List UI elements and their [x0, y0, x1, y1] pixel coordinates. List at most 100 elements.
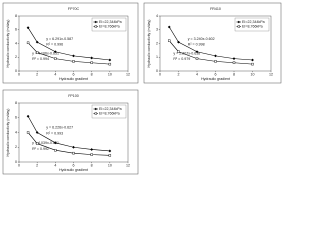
x-tick-label: 2 — [36, 72, 38, 76]
point — [214, 54, 217, 58]
y-tick-label: 4 — [15, 41, 17, 45]
annotation: R² = 0.994 — [32, 57, 49, 61]
x-tick-label: 8 — [91, 72, 93, 76]
x-tick-label: 8 — [233, 72, 235, 76]
annotation: y = 4.039x-0.661 — [32, 141, 59, 145]
chart-title: FP100 — [68, 94, 79, 98]
point — [35, 40, 39, 44]
point — [26, 41, 30, 45]
legend-box — [91, 104, 127, 119]
legend-marker — [94, 112, 97, 115]
point — [251, 58, 254, 62]
y-tick-label: 3 — [156, 28, 158, 32]
point — [72, 60, 75, 63]
legend-box — [234, 17, 270, 32]
point — [90, 153, 93, 156]
annotation: y = 6.291x-0.587 — [46, 37, 73, 41]
point — [177, 40, 180, 44]
x-axis-label: Hydraulic gradient — [59, 168, 88, 172]
panel-frame — [143, 2, 282, 84]
y-tick-label: 6 — [15, 116, 17, 120]
legend-label: EI=8,766kPa — [99, 111, 120, 115]
y-tick-label: 8 — [15, 101, 17, 105]
x-tick-label: 0 — [159, 72, 161, 76]
point — [35, 142, 39, 145]
y-axis-label: Hydraulic conductivity (m/day) — [147, 20, 151, 68]
legend-marker — [237, 25, 240, 28]
point — [53, 141, 57, 145]
annotation: R² = 0.979 — [173, 57, 190, 61]
point — [35, 131, 39, 134]
x-tick-label: 10 — [108, 163, 112, 167]
point — [54, 57, 57, 60]
point — [72, 54, 75, 58]
annotation: R² = 0.993 — [46, 132, 63, 136]
legend-label: EI=8,766kPa — [99, 24, 120, 28]
legend-marker — [94, 20, 97, 24]
point — [251, 62, 254, 66]
chart-title: FR410 — [210, 7, 221, 11]
x-tick-label: 6 — [73, 163, 75, 167]
series-line — [27, 116, 110, 152]
point — [72, 151, 75, 155]
annotation: y = 4.106x-0.631 — [32, 51, 59, 55]
y-tick-label: 2 — [15, 145, 17, 149]
point — [26, 114, 30, 118]
x-tick-label: 10 — [108, 72, 112, 76]
point — [90, 61, 93, 64]
series-line — [27, 27, 110, 61]
x-tick-label: 4 — [54, 163, 56, 167]
x-tick-label: 6 — [73, 72, 75, 76]
y-tick-label: 4 — [15, 130, 17, 134]
point — [195, 57, 199, 60]
point — [108, 154, 112, 157]
y-tick-label: 2 — [15, 55, 17, 59]
legend-label: EI=8,766kPa — [242, 24, 263, 28]
x-tick-label: 4 — [196, 72, 198, 76]
point — [108, 62, 112, 66]
legend-box — [91, 17, 127, 32]
point — [214, 60, 217, 63]
y-tick-label: 0 — [156, 69, 158, 73]
legend-label: EI=22,344kPa — [99, 20, 122, 24]
legend-label: EI=22,344kPa — [99, 107, 122, 111]
x-tick-label: 6 — [215, 72, 217, 76]
x-tick-label: 12 — [126, 72, 130, 76]
y-tick-label: 6 — [15, 28, 17, 32]
y-axis-label: Hydraulic conductivity (m/day) — [6, 109, 10, 157]
point — [195, 50, 199, 54]
x-axis-label: Hydraulic gradient — [201, 77, 230, 81]
x-axis-label: Hydraulic gradient — [59, 77, 88, 81]
y-tick-label: 2 — [156, 41, 158, 45]
point — [35, 51, 39, 54]
point — [26, 131, 30, 134]
y-tick-label: 4 — [156, 14, 158, 18]
legend-marker — [237, 20, 240, 24]
panel-frame — [2, 2, 139, 84]
point — [177, 50, 180, 53]
point — [167, 25, 171, 29]
point — [232, 61, 236, 64]
point — [53, 50, 57, 54]
x-tick-label: 4 — [54, 72, 56, 76]
x-tick-label: 8 — [91, 163, 93, 167]
annotation: y = 3.240x-0.602 — [188, 37, 215, 41]
point — [168, 39, 171, 42]
point — [232, 57, 236, 61]
panel-frame — [2, 89, 139, 175]
x-tick-label: 0 — [18, 72, 20, 76]
legend-label: EI=22,344kPa — [242, 20, 265, 24]
point — [26, 26, 30, 30]
x-tick-label: 10 — [251, 72, 255, 76]
point — [54, 148, 57, 152]
point — [72, 145, 75, 149]
x-tick-label: 12 — [126, 163, 130, 167]
x-tick-label: 2 — [178, 72, 180, 76]
series-line — [27, 42, 110, 65]
y-tick-label: 1 — [156, 55, 158, 59]
legend-marker — [94, 107, 97, 111]
series-line — [169, 40, 253, 65]
annotation: R² = 0.998 — [188, 43, 205, 47]
series-line — [27, 132, 110, 156]
